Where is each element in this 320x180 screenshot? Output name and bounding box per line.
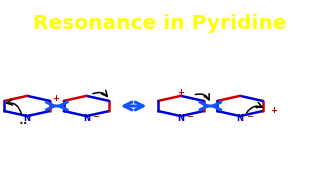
- Text: +: +: [52, 94, 59, 103]
- Text: −: −: [92, 112, 99, 121]
- Text: +: +: [270, 105, 277, 114]
- Text: N: N: [177, 114, 184, 123]
- Text: −: −: [246, 112, 253, 121]
- Text: N: N: [83, 114, 90, 123]
- Text: N: N: [236, 114, 244, 123]
- Text: ∙∙: ∙∙: [19, 118, 28, 127]
- Text: N: N: [24, 114, 31, 123]
- Text: Resonance in Pyridine: Resonance in Pyridine: [33, 14, 287, 33]
- Text: +: +: [177, 88, 184, 97]
- Text: −: −: [187, 112, 194, 121]
